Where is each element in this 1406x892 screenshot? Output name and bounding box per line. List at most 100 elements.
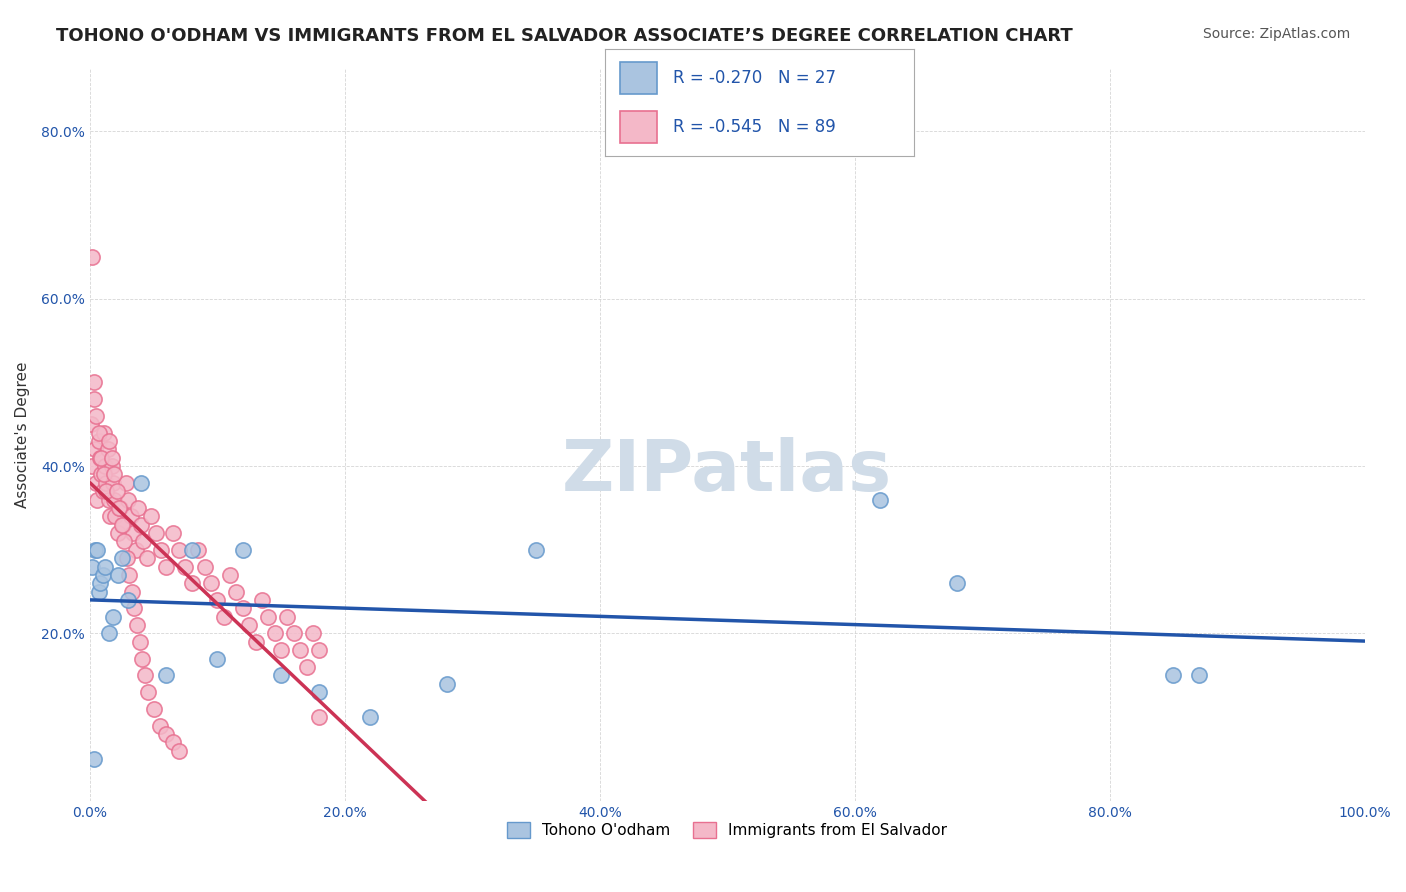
Text: R = -0.545   N = 89: R = -0.545 N = 89 bbox=[672, 119, 835, 136]
Point bbox=[127, 500, 149, 515]
Text: R = -0.270   N = 27: R = -0.270 N = 27 bbox=[672, 69, 835, 87]
Point bbox=[84, 475, 107, 490]
Point bbox=[155, 559, 177, 574]
Point bbox=[111, 517, 134, 532]
Point bbox=[136, 551, 159, 566]
Point bbox=[180, 542, 202, 557]
Point bbox=[436, 676, 458, 690]
Point bbox=[1163, 668, 1185, 682]
Point bbox=[162, 526, 184, 541]
Point bbox=[155, 727, 177, 741]
Point bbox=[194, 559, 217, 574]
Point bbox=[270, 668, 292, 682]
Point bbox=[187, 542, 209, 557]
Point bbox=[134, 668, 156, 682]
Y-axis label: Associate's Degree: Associate's Degree bbox=[15, 361, 30, 508]
Point bbox=[103, 492, 125, 507]
Point bbox=[110, 500, 132, 515]
Point bbox=[150, 542, 173, 557]
Point bbox=[117, 593, 139, 607]
Point bbox=[114, 475, 136, 490]
Point bbox=[263, 626, 285, 640]
Point bbox=[131, 651, 153, 665]
Point bbox=[129, 517, 152, 532]
Point bbox=[149, 718, 172, 732]
Point bbox=[83, 752, 105, 766]
Point bbox=[84, 542, 107, 557]
Point bbox=[97, 442, 120, 457]
Point bbox=[83, 392, 105, 406]
Point bbox=[524, 542, 547, 557]
Legend: Tohono O'odham, Immigrants from El Salvador: Tohono O'odham, Immigrants from El Salva… bbox=[501, 816, 953, 845]
Point bbox=[84, 442, 107, 457]
Point bbox=[257, 609, 280, 624]
Point bbox=[86, 542, 108, 557]
Point bbox=[98, 509, 121, 524]
Point bbox=[138, 685, 160, 699]
Point bbox=[145, 526, 167, 541]
Point bbox=[91, 484, 114, 499]
Point bbox=[167, 542, 190, 557]
Point bbox=[118, 568, 141, 582]
Point bbox=[115, 551, 138, 566]
Point bbox=[103, 467, 125, 482]
Point bbox=[232, 542, 254, 557]
Point bbox=[945, 576, 967, 591]
FancyBboxPatch shape bbox=[620, 62, 657, 94]
Point bbox=[142, 702, 165, 716]
Point bbox=[124, 601, 146, 615]
Text: ZIPatlas: ZIPatlas bbox=[562, 437, 893, 506]
Point bbox=[96, 475, 118, 490]
Point bbox=[84, 409, 107, 423]
Point bbox=[139, 509, 162, 524]
Point bbox=[122, 526, 145, 541]
Point bbox=[107, 526, 129, 541]
Point bbox=[91, 568, 114, 582]
Point bbox=[112, 534, 135, 549]
Point bbox=[111, 517, 134, 532]
Point bbox=[174, 559, 197, 574]
Point bbox=[276, 609, 298, 624]
Point bbox=[1188, 668, 1211, 682]
Point bbox=[125, 618, 148, 632]
Point bbox=[219, 568, 242, 582]
Point bbox=[200, 576, 222, 591]
Point bbox=[86, 492, 108, 507]
FancyBboxPatch shape bbox=[620, 112, 657, 144]
Point bbox=[83, 376, 105, 390]
Point bbox=[302, 626, 325, 640]
Point bbox=[98, 626, 121, 640]
Point bbox=[82, 559, 104, 574]
Point bbox=[100, 459, 122, 474]
Point bbox=[107, 568, 129, 582]
Point bbox=[98, 492, 121, 507]
Point bbox=[180, 576, 202, 591]
Point bbox=[359, 710, 381, 724]
Point bbox=[295, 660, 318, 674]
Point bbox=[100, 450, 122, 465]
Point bbox=[98, 434, 121, 448]
Point bbox=[108, 500, 131, 515]
Point bbox=[90, 450, 112, 465]
Point bbox=[250, 593, 273, 607]
Point bbox=[232, 601, 254, 615]
Point bbox=[89, 450, 111, 465]
Point bbox=[105, 484, 128, 499]
Point bbox=[94, 559, 117, 574]
Point bbox=[155, 668, 177, 682]
Point bbox=[283, 626, 305, 640]
Point bbox=[245, 635, 267, 649]
Point bbox=[101, 475, 124, 490]
Point bbox=[87, 425, 110, 440]
Point bbox=[132, 534, 155, 549]
Point bbox=[167, 744, 190, 758]
Point bbox=[238, 618, 260, 632]
Text: TOHONO O'ODHAM VS IMMIGRANTS FROM EL SALVADOR ASSOCIATE’S DEGREE CORRELATION CHA: TOHONO O'ODHAM VS IMMIGRANTS FROM EL SAL… bbox=[56, 27, 1073, 45]
Point bbox=[104, 509, 127, 524]
Point bbox=[111, 551, 134, 566]
Point bbox=[93, 425, 115, 440]
Point bbox=[308, 643, 330, 657]
Point bbox=[270, 643, 292, 657]
Point bbox=[96, 484, 118, 499]
Point bbox=[120, 509, 142, 524]
